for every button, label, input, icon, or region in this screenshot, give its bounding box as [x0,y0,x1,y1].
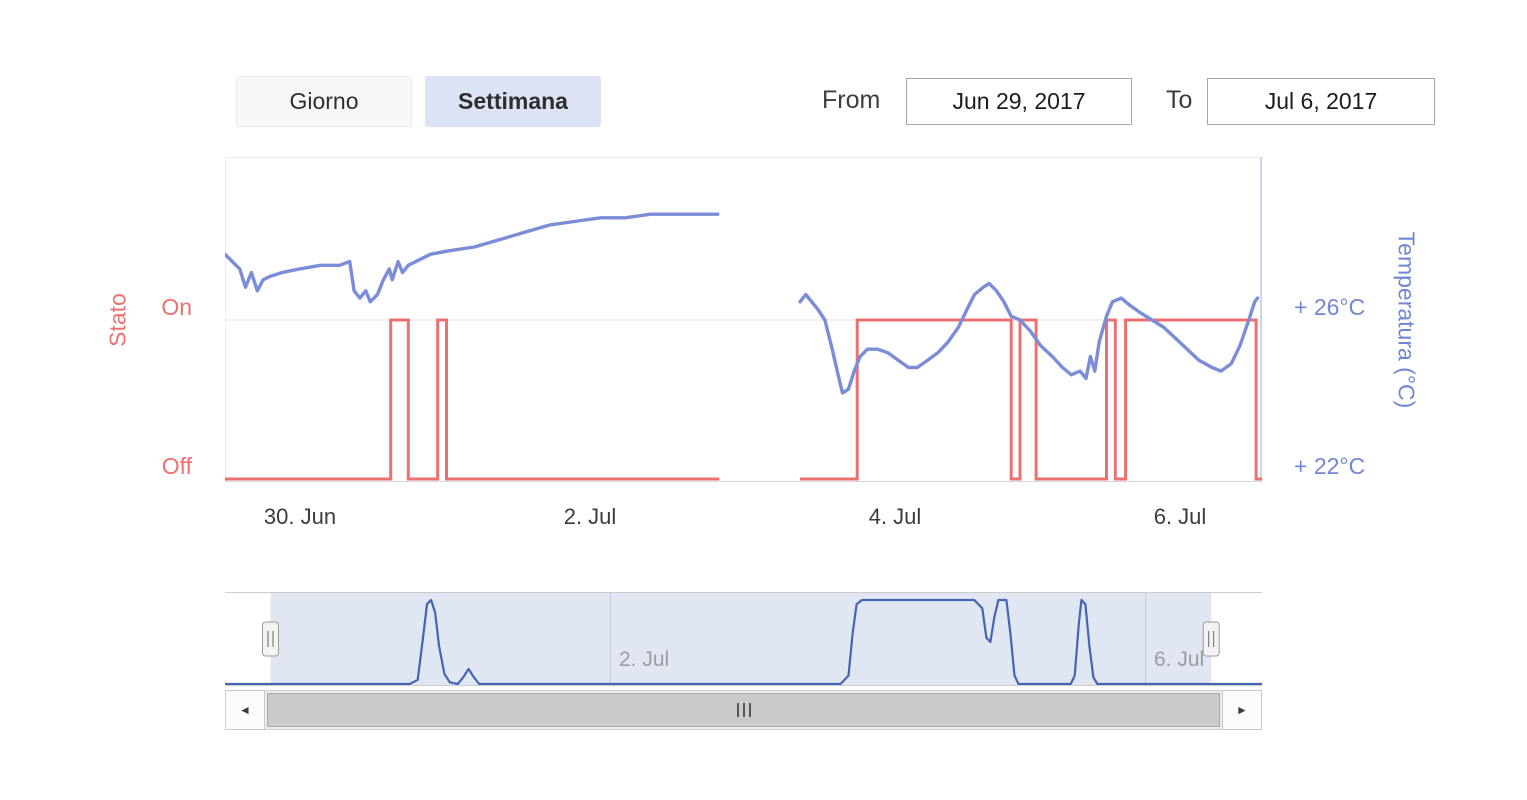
to-date-input[interactable] [1207,78,1435,125]
scrollbar-grip-icon [742,703,745,717]
right-arrow-icon: ► [1236,703,1248,717]
x-tick-label: 30. Jun [263,504,337,529]
main-chart [225,157,1262,482]
scrollbar-grip-icon [736,703,739,717]
x-tick-label: 6. Jul [1153,504,1207,529]
range-button-settimana[interactable]: Settimana [425,76,601,127]
scrollbar-thumb[interactable] [267,693,1220,727]
scrollbar[interactable]: ◄ ► [225,690,1262,730]
navigator-handle-left[interactable] [262,621,279,657]
stato-series-line [225,318,720,481]
scrollbar-left-button[interactable]: ◄ [225,690,265,730]
temperatura-axis-title: Temperatura (°C) [1393,231,1420,409]
scrollbar-grip-icon [748,703,751,717]
navigator-tick-label: 2. Jul [619,648,670,671]
temp-22-label: + 22°C [1294,453,1366,479]
to-label: To [1166,86,1193,114]
x-tick-label: 4. Jul [868,504,922,529]
navigator[interactable] [225,592,1262,686]
navigator-mask[interactable] [270,593,1212,685]
stato-on-label: On [161,294,192,320]
stato-series-line [800,318,1262,481]
scrollbar-right-button[interactable]: ► [1222,690,1262,730]
navigator-tick-label: 6. Jul [1154,648,1205,671]
plot-area[interactable] [225,157,1262,482]
temperature-series-line [798,281,1260,395]
x-tick-label: 2. Jul [563,504,617,529]
navigator-handle-right[interactable] [1202,621,1220,657]
scrollbar-track[interactable] [265,690,1222,730]
navigator-chart [225,592,1262,686]
from-label: From [822,86,881,114]
range-button-giorno[interactable]: Giorno [236,76,412,127]
temperature-series-line [225,212,720,304]
left-arrow-icon: ◄ [239,703,251,717]
from-date-input[interactable] [906,78,1132,125]
temp-26-label: + 26°C [1294,294,1366,320]
navigator-series-line [225,598,1262,686]
stato-off-label: Off [161,453,192,479]
